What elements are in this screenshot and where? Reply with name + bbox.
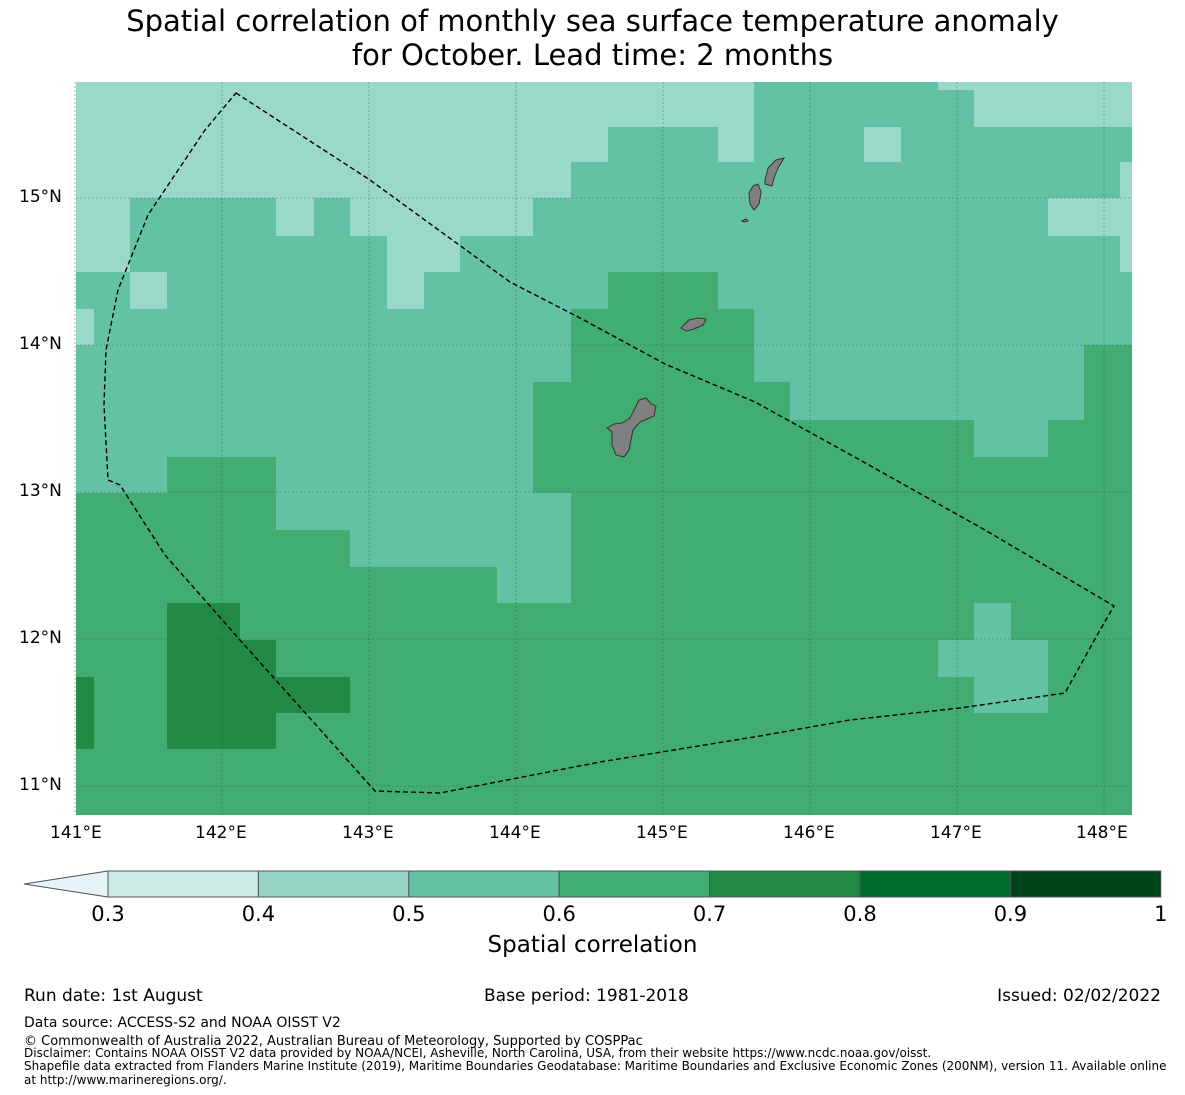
island-guam	[606, 397, 657, 458]
grid-cell	[350, 198, 533, 236]
grid-cell	[533, 382, 790, 493]
copyright: © Commonwealth of Australia 2022, Austra…	[24, 1034, 643, 1049]
disclaimer: Disclaimer: Contains NOAA OISST V2 data …	[24, 1046, 932, 1060]
x-tick-label: 146°E	[783, 823, 835, 843]
colorbar-blocks	[23, 870, 1162, 898]
shapefile-credit: Shapefile data extracted from Flanders M…	[24, 1059, 1167, 1073]
base-period: Base period: 1981-2018	[484, 986, 689, 1006]
island-rota	[680, 317, 707, 332]
grid-cell	[571, 162, 718, 198]
map-title-line2: for October. Lead time: 2 months	[351, 38, 834, 72]
grid-cell	[974, 603, 1011, 640]
colorbar-tick-label: 0.3	[91, 902, 125, 926]
eez-boundary	[103, 92, 1115, 794]
grid-cell	[571, 309, 754, 382]
colorbar-block	[107, 870, 259, 898]
grid-cell	[1048, 198, 1132, 236]
grid-cell	[1120, 162, 1132, 272]
grid-cell	[167, 640, 276, 749]
grid-cell	[350, 530, 571, 567]
grid-cell	[76, 309, 94, 345]
grid-cell	[938, 640, 1048, 677]
grid-cell	[276, 493, 571, 530]
colorbar-block	[558, 870, 711, 898]
grid-cell	[864, 162, 901, 198]
island-tinian	[748, 183, 762, 211]
grid-cell	[276, 198, 314, 236]
y-tick-label: 13°N	[19, 481, 62, 501]
island-aguijan	[740, 218, 749, 223]
colorbar-tick-label: 0.9	[993, 902, 1028, 926]
correlation-grid	[76, 82, 1132, 815]
x-tick-label: 144°E	[489, 823, 541, 843]
grid-cell	[974, 677, 1048, 713]
map-title-line1: Spatial correlation of monthly sea surfa…	[126, 4, 1059, 38]
colorbar-block	[408, 870, 560, 898]
grid-cell	[1048, 420, 1132, 493]
grid-cell	[76, 677, 94, 749]
islands	[606, 157, 786, 458]
grid-cell	[167, 603, 240, 640]
colorbar-block	[709, 870, 861, 898]
colorbar-tick-label: 0.6	[542, 902, 576, 926]
grid-cell	[76, 198, 130, 272]
y-tick-label: 15°N	[19, 187, 62, 207]
grid-cell	[938, 90, 974, 127]
x-tick-label: 141°E	[50, 823, 102, 843]
x-tick-label: 147°E	[930, 823, 982, 843]
grid-cell	[974, 457, 1048, 493]
map-gridlines	[74, 82, 1132, 815]
grid-cell	[901, 127, 1132, 162]
colorbar-tick-label: 0.7	[692, 902, 727, 926]
x-tick-label: 145°E	[636, 823, 688, 843]
run-date: Run date: 1st August	[24, 986, 203, 1006]
shapefile-credit-url: at http://www.marineregions.org/.	[24, 1073, 227, 1087]
grid-cell	[1084, 345, 1132, 420]
colorbar-tick-label: 0.4	[241, 902, 276, 926]
grid-cell	[754, 82, 938, 127]
x-tick-label: 142°E	[195, 823, 247, 843]
colorbar-block	[859, 870, 1011, 898]
grid-cell	[790, 420, 974, 493]
x-tick-label: 143°E	[342, 823, 394, 843]
grid-cell	[754, 127, 864, 162]
colorbar-block	[1009, 870, 1162, 898]
data-source: Data source: ACCESS-S2 and NOAA OISST V2	[24, 1015, 341, 1031]
grid-cell	[901, 162, 1120, 198]
grid-cell	[167, 457, 276, 493]
y-tick-label: 12°N	[19, 628, 62, 648]
issued-date: Issued: 02/02/2022	[997, 986, 1161, 1006]
colorbar-extend-arrow	[23, 870, 109, 898]
grid-cell	[497, 567, 571, 603]
x-tick-label: 148°E	[1076, 823, 1128, 843]
y-tick-label: 14°N	[19, 334, 62, 354]
colorbar-tick-label: 0.8	[843, 902, 877, 926]
grid-cell	[387, 272, 424, 309]
island-saipan	[764, 157, 786, 187]
colorbar-label: Spatial correlation	[487, 932, 698, 958]
grid-cell	[130, 272, 167, 309]
colorbar-tick-label: 0.5	[392, 902, 426, 926]
grid-cell	[387, 236, 460, 272]
colorbar-block	[257, 870, 410, 898]
y-tick-label: 11°N	[19, 775, 62, 795]
colorbar-tick-label: 1	[1154, 902, 1168, 926]
